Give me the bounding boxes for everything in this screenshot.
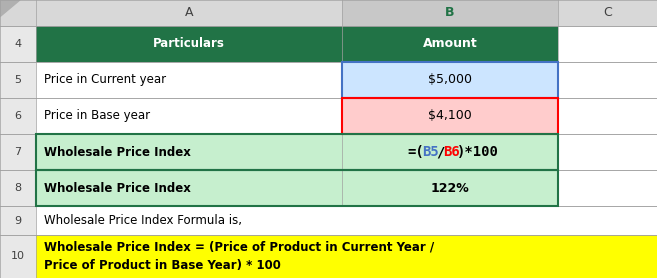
Text: 7: 7 — [14, 147, 22, 157]
Bar — [558, 62, 657, 98]
Bar — [342, 62, 558, 98]
Bar — [558, 26, 657, 62]
Text: Particulars: Particulars — [153, 37, 225, 50]
Text: Wholesale Price Index = (Price of Product in Current Year /
Price of Product in : Wholesale Price Index = (Price of Produc… — [44, 241, 434, 272]
Text: 6: 6 — [14, 111, 22, 121]
Bar — [558, 170, 657, 206]
Text: 9: 9 — [14, 216, 22, 225]
Bar — [36, 98, 342, 134]
Text: 122%: 122% — [431, 182, 469, 195]
Bar — [36, 170, 558, 206]
Bar — [36, 235, 657, 278]
Bar — [0, 134, 36, 170]
Text: 5: 5 — [14, 75, 22, 85]
Bar — [36, 134, 342, 170]
Text: 8: 8 — [14, 183, 22, 193]
Bar — [0, 206, 36, 235]
Text: $5,000: $5,000 — [428, 73, 472, 86]
Text: )*100: )*100 — [457, 145, 499, 159]
Text: Wholesale Price Index: Wholesale Price Index — [44, 146, 191, 158]
Bar — [342, 0, 558, 26]
Text: Wholesale Price Index: Wholesale Price Index — [44, 182, 191, 195]
Text: $4,100: $4,100 — [428, 110, 472, 122]
Bar — [342, 134, 558, 170]
Text: C: C — [603, 6, 612, 19]
Text: Price in Base year: Price in Base year — [44, 110, 150, 122]
Bar — [36, 206, 657, 235]
Bar — [36, 26, 342, 62]
Bar — [0, 235, 36, 278]
Text: Amount: Amount — [422, 37, 478, 50]
Bar — [36, 134, 558, 170]
Bar — [558, 0, 657, 26]
Bar — [342, 98, 558, 134]
Text: =(: =( — [407, 145, 424, 159]
Bar — [342, 62, 558, 98]
Text: Wholesale Price Index Formula is,: Wholesale Price Index Formula is, — [44, 214, 242, 227]
Bar — [0, 26, 36, 62]
Bar — [0, 170, 36, 206]
Bar — [342, 170, 558, 206]
Text: B6: B6 — [443, 145, 460, 159]
Text: A: A — [185, 6, 193, 19]
Text: B: B — [445, 6, 455, 19]
Bar — [36, 170, 342, 206]
Bar — [0, 0, 36, 26]
Bar — [342, 98, 558, 134]
Bar — [0, 62, 36, 98]
Bar — [558, 98, 657, 134]
Text: /: / — [436, 145, 444, 159]
Bar — [36, 0, 342, 26]
Text: B5: B5 — [422, 145, 438, 159]
Bar — [0, 98, 36, 134]
Text: 10: 10 — [11, 252, 25, 261]
Text: 4: 4 — [14, 39, 22, 49]
Polygon shape — [0, 0, 20, 17]
Text: Price in Current year: Price in Current year — [44, 73, 166, 86]
Bar — [342, 26, 558, 62]
Bar — [36, 62, 342, 98]
Bar — [558, 134, 657, 170]
